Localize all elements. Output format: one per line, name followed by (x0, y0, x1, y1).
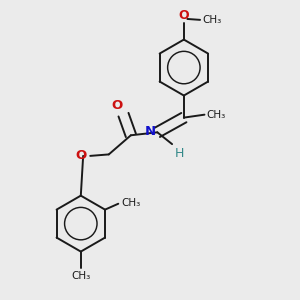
Text: O: O (75, 149, 87, 162)
Text: O: O (178, 9, 189, 22)
Text: CH₃: CH₃ (207, 110, 226, 120)
Text: CH₃: CH₃ (71, 271, 90, 281)
Text: H: H (174, 147, 184, 160)
Text: N: N (145, 125, 156, 138)
Text: O: O (111, 99, 122, 112)
Text: CH₃: CH₃ (202, 15, 221, 25)
Text: CH₃: CH₃ (122, 198, 141, 208)
